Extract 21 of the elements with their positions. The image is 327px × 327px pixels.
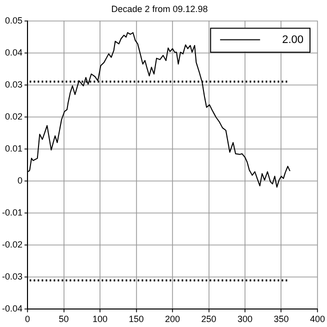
x-tick-label: 100 [92,314,108,324]
legend-label: 2.00 [282,34,304,46]
x-tick-label: 250 [201,314,216,324]
y-tick-label: 0 [18,176,23,186]
y-tick-label: 0.03 [4,79,23,90]
chart-title: Decade 2 from 09.12.98 [111,4,208,14]
x-tick-label: 300 [237,314,253,324]
x-tick-label: 350 [274,314,289,324]
x-tick-label: 200 [164,314,180,324]
y-tick-label: 0.02 [4,111,23,122]
x-tick-label: 150 [128,314,144,324]
y-tick-label: -0.04 [2,304,23,314]
y-tick-label: -0.03 [2,272,23,282]
y-tick-label: 0.04 [4,47,23,58]
x-tick-label: 50 [58,314,69,324]
x-tick-label: 0 [25,314,30,324]
x-tick-label: 400 [310,314,326,324]
y-tick-label: -0.02 [2,240,23,250]
y-tick-label: 0.01 [4,143,23,154]
y-tick-label: -0.01 [2,208,23,218]
y-tick-label: 0.05 [4,15,23,26]
